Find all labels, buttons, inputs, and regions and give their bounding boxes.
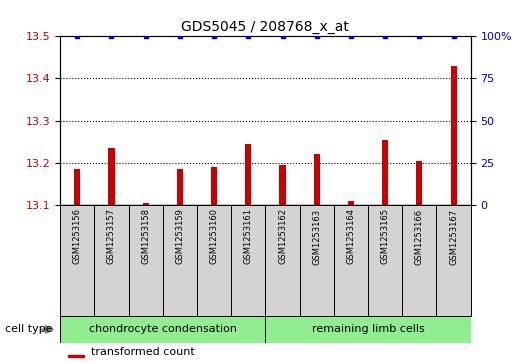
Bar [314,154,320,205]
Text: cell type: cell type [5,325,53,334]
Bar [437,205,471,316]
Bar [300,205,334,316]
Bar [368,205,402,316]
Bar [348,201,354,205]
Text: GSM1253167: GSM1253167 [449,208,458,265]
Bar [60,205,94,316]
Bar [74,169,81,205]
Bar [402,205,437,316]
Text: GSM1253161: GSM1253161 [244,208,253,264]
Bar [266,316,471,343]
Bar [60,316,265,343]
Bar [94,205,129,316]
Bar [143,203,149,205]
Text: GSM1253160: GSM1253160 [210,208,219,264]
Text: GSM1253162: GSM1253162 [278,208,287,264]
Text: GSM1253156: GSM1253156 [73,208,82,264]
Text: GSM1253159: GSM1253159 [175,208,185,264]
Bar [231,205,266,316]
Title: GDS5045 / 208768_x_at: GDS5045 / 208768_x_at [181,20,349,34]
Text: GSM1253157: GSM1253157 [107,208,116,264]
Bar [245,144,252,205]
Text: GSM1253164: GSM1253164 [346,208,356,264]
Bar [211,167,217,205]
Bar [266,205,300,316]
Bar [177,169,183,205]
Bar [163,205,197,316]
Bar [279,165,286,205]
Text: transformed count: transformed count [91,347,195,357]
Text: chondrocyte condensation: chondrocyte condensation [89,325,237,334]
Text: GSM1253158: GSM1253158 [141,208,150,264]
Text: remaining limb cells: remaining limb cells [312,325,425,334]
Bar [334,205,368,316]
Bar [382,140,388,205]
Text: GSM1253163: GSM1253163 [312,208,321,265]
Bar [108,148,115,205]
Bar [69,355,84,357]
Text: GSM1253166: GSM1253166 [415,208,424,265]
Text: GSM1253165: GSM1253165 [381,208,390,264]
Bar [416,161,423,205]
Bar [197,205,231,316]
Bar [450,66,457,205]
Bar [129,205,163,316]
